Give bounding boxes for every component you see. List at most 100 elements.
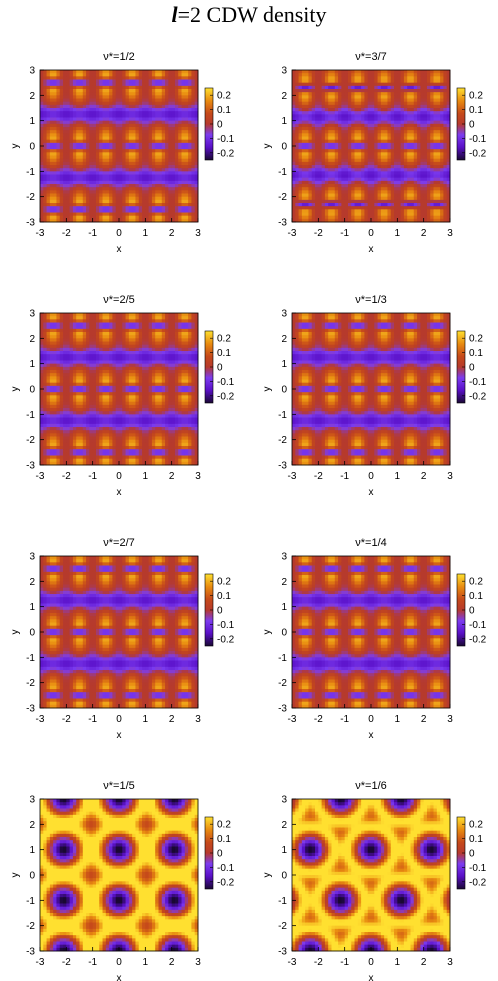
heatmap-cell — [102, 187, 107, 191]
heatmap-cell — [377, 98, 382, 103]
heatmap-cell — [119, 158, 123, 163]
heatmap-cell — [56, 357, 61, 361]
heatmap-cell — [66, 212, 71, 217]
heatmap-cell — [423, 101, 428, 106]
heatmap-cell — [69, 76, 74, 80]
heatmap-cell — [145, 165, 150, 169]
heatmap-cell — [145, 152, 150, 156]
heatmap-cell — [43, 392, 47, 396]
heatmap-cell — [115, 168, 120, 172]
heatmap-cell — [426, 161, 431, 166]
heatmap-cell — [72, 199, 77, 204]
heatmap-cell — [102, 73, 107, 77]
heatmap-cell — [49, 395, 54, 399]
heatmap-cell — [403, 120, 408, 125]
heatmap-cell — [318, 209, 323, 213]
panel-title: ν*=1/2 — [103, 51, 135, 63]
heatmap-cell — [436, 89, 441, 93]
heatmap-cell — [165, 104, 169, 109]
heatmap-cell — [380, 92, 385, 96]
heatmap-cell — [400, 149, 405, 153]
heatmap-cell — [194, 165, 199, 169]
heatmap-cell — [92, 180, 97, 185]
heatmap-cell — [321, 146, 326, 150]
heatmap-cell — [112, 120, 117, 125]
heatmap-cell — [43, 89, 47, 93]
heatmap-cell — [69, 70, 74, 74]
heatmap-cell — [168, 146, 173, 150]
heatmap-cell — [351, 161, 355, 166]
heatmap-cell — [155, 187, 159, 191]
heatmap-cell — [148, 193, 153, 198]
heatmap-cell — [69, 95, 74, 99]
heatmap-cell — [145, 180, 150, 185]
heatmap-cell — [191, 168, 196, 172]
heatmap-cell — [119, 206, 123, 210]
heatmap-cell — [161, 196, 166, 201]
heatmap-cell — [105, 101, 110, 106]
heatmap-cell — [377, 174, 382, 179]
heatmap-cell — [433, 92, 438, 96]
heatmap-cell — [148, 82, 153, 87]
heatmap-cell — [161, 98, 166, 103]
heatmap-cell — [56, 206, 61, 210]
heatmap-cell — [338, 187, 342, 191]
heatmap-cell — [112, 117, 117, 122]
heatmap-cell — [436, 73, 441, 77]
heatmap-cell — [43, 316, 47, 320]
heatmap-cell — [53, 392, 57, 396]
heatmap-cell — [351, 158, 355, 163]
heatmap-cell — [384, 139, 388, 144]
heatmap-cell — [364, 114, 369, 118]
heatmap-cell — [367, 82, 372, 87]
heatmap-cell — [440, 215, 444, 220]
heatmap-cell — [86, 101, 90, 106]
heatmap-cell — [446, 152, 451, 156]
heatmap-cell — [331, 70, 336, 74]
heatmap-cell — [49, 209, 54, 213]
heatmap-cell — [171, 101, 176, 106]
heatmap-cell — [188, 70, 192, 74]
heatmap-cell — [99, 117, 103, 122]
heatmap-cell — [56, 376, 61, 380]
heatmap-cell — [354, 199, 359, 204]
heatmap-cell — [321, 89, 326, 93]
heatmap-cell — [436, 136, 441, 141]
heatmap-cell — [181, 142, 186, 147]
heatmap-cell — [69, 196, 74, 201]
heatmap-cell — [367, 152, 372, 156]
heatmap-cell — [168, 165, 173, 169]
heatmap-cell — [292, 130, 296, 134]
heatmap-cell — [43, 363, 47, 368]
heatmap-cell — [79, 123, 84, 128]
heatmap-cell — [315, 142, 319, 147]
heatmap-cell — [384, 161, 388, 166]
heatmap-cell — [102, 155, 107, 160]
heatmap-cell — [387, 180, 392, 185]
heatmap-cell — [53, 92, 57, 96]
heatmap-cell — [410, 85, 415, 90]
heatmap-cell — [69, 165, 74, 169]
heatmap-cell — [161, 127, 166, 131]
heatmap-cell — [115, 187, 120, 191]
heatmap-cell — [347, 174, 352, 179]
heatmap-cell — [82, 152, 87, 156]
heatmap-cell — [79, 180, 84, 185]
heatmap-cell — [417, 190, 421, 194]
heatmap-cell — [298, 146, 303, 150]
heatmap-cell — [161, 199, 166, 204]
heatmap-cell — [155, 218, 159, 223]
heatmap-cell — [390, 152, 395, 156]
heatmap-cell — [178, 76, 182, 80]
heatmap-cell — [318, 215, 323, 220]
heatmap-cell — [105, 82, 110, 87]
heatmap-cell — [423, 89, 428, 93]
heatmap-cell — [151, 165, 156, 169]
heatmap-cell — [115, 171, 120, 175]
heatmap-cell — [354, 142, 359, 147]
heatmap-cell — [155, 171, 159, 175]
heatmap-cell — [413, 101, 418, 106]
heatmap-cell — [79, 142, 84, 147]
heatmap-cell — [142, 139, 146, 144]
heatmap-cell — [308, 190, 313, 194]
